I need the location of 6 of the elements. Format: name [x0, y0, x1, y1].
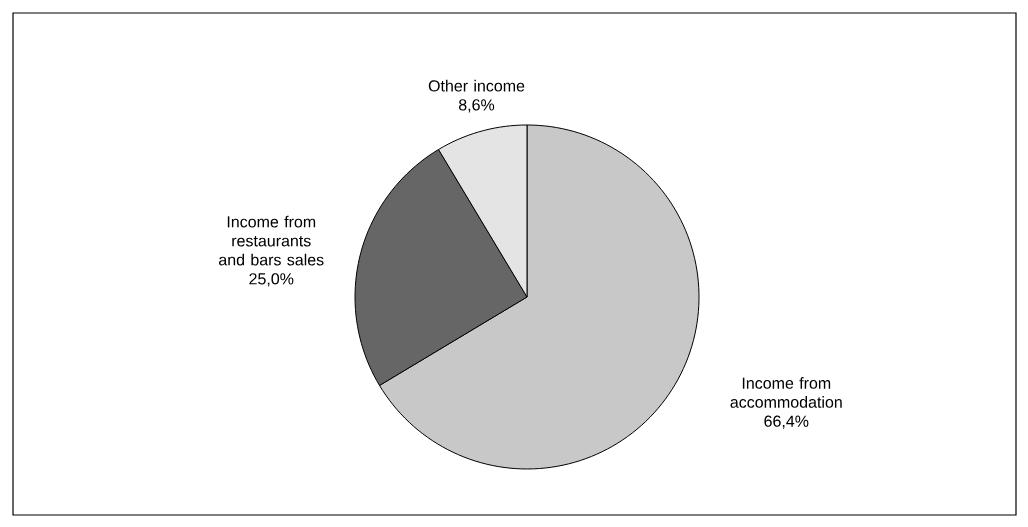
- slice-label: Income from accommodation: [730, 377, 842, 408]
- data-label: 66,4%: [764, 415, 809, 429]
- data-label: 25,0%: [249, 273, 294, 287]
- slice-label: Income from restaurants and bars sales: [219, 215, 324, 266]
- slice-label: Other income: [428, 79, 525, 92]
- data-label: 8,6%: [458, 99, 495, 113]
